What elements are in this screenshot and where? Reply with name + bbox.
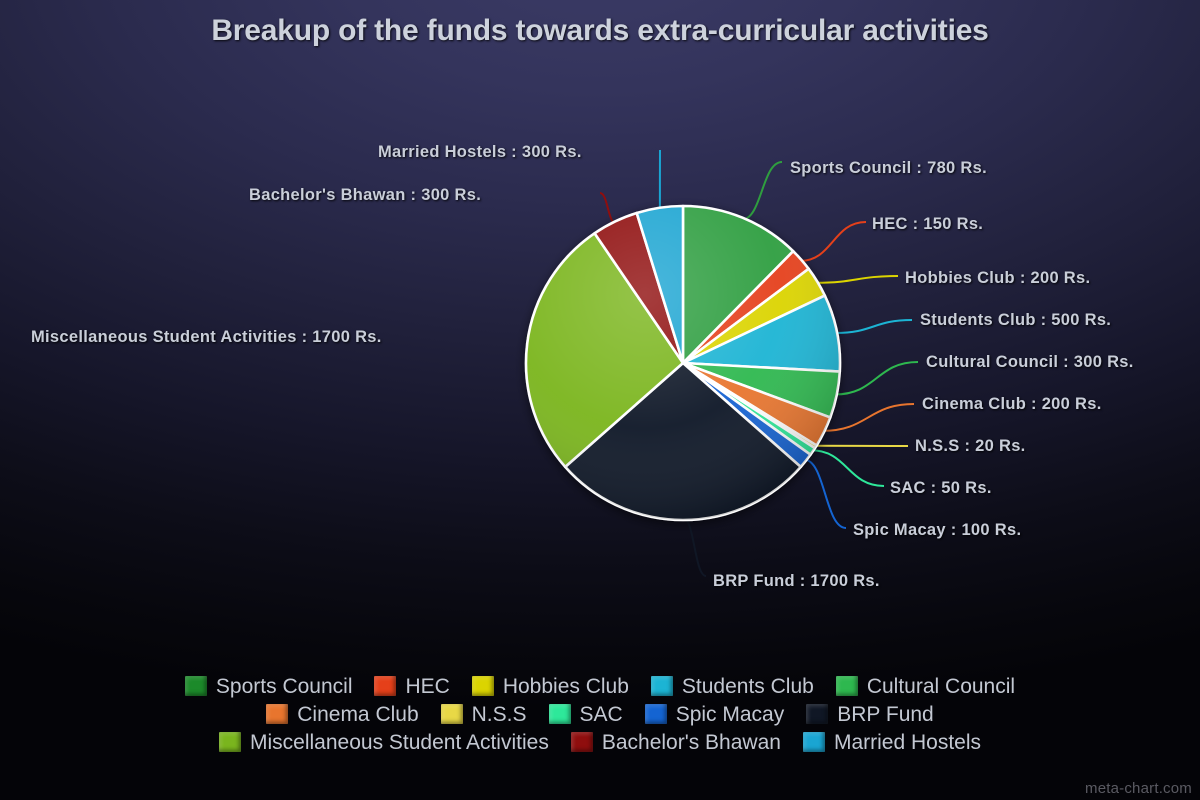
legend-swatch-icon	[802, 732, 825, 752]
callout-hec: HEC : 150 Rs.	[872, 215, 984, 233]
legend-item-label: Bachelor's Bhawan	[601, 730, 781, 754]
legend-item[interactable]: HEC	[374, 674, 450, 698]
legend-swatch-icon	[440, 704, 463, 724]
callout-sports-council: Sports Council : 780 Rs.	[790, 159, 987, 177]
legend-swatch-icon	[650, 676, 673, 696]
legend: Sports Council HEC Hobbies Club Students Cl…	[0, 672, 1200, 756]
legend-item[interactable]: Hobbies Club	[471, 674, 629, 698]
legend-item-label: N.S.S	[471, 702, 527, 726]
legend-item[interactable]: BRP Fund	[806, 704, 934, 725]
legend-item[interactable]: Students Club	[650, 674, 814, 698]
callout-cinema-club: Cinema Club : 200 Rs.	[922, 395, 1102, 413]
legend-item-label: Spic Macay	[675, 702, 785, 726]
leader-line	[811, 449, 885, 487]
legend-item[interactable]: Bachelor's Bhawan	[570, 730, 781, 754]
legend-item-label: Hobbies Club	[502, 674, 629, 698]
leader-line	[803, 458, 847, 529]
legend-item-label: Cinema Club	[297, 702, 419, 726]
page-title: Breakup of the funds towards extra-curri…	[211, 14, 989, 47]
leader-line	[835, 319, 913, 334]
legend-item-label: SAC	[579, 702, 623, 726]
legend-item-label: Sports Council	[215, 674, 353, 698]
leader-line	[741, 161, 783, 221]
legend-swatch-icon	[548, 704, 571, 724]
leader-line	[815, 275, 899, 284]
legend-row: Miscellaneous Student Activities Bachelor…	[0, 728, 1200, 756]
legend-swatch-icon	[570, 732, 593, 752]
legend-item-label: BRP Fund	[837, 702, 934, 726]
callout-hobbies-club: Hobbies Club : 200 Rs.	[905, 269, 1091, 287]
legend-item[interactable]: Cultural Council	[835, 674, 1016, 698]
legend-item-label: Married Hostels	[833, 730, 981, 754]
legend-item[interactable]: Sports Council	[184, 674, 353, 698]
callout-cultural-council: Cultural Council : 300 Rs.	[926, 353, 1134, 371]
leader-line	[834, 361, 919, 396]
leader-line	[822, 403, 915, 432]
callout-nss: N.S.S : 20 Rs.	[915, 437, 1026, 455]
pie-slices: Sports Council : 780 Rs.HEC : 150 Rs.Hob…	[524, 204, 842, 522]
legend-swatch-icon	[266, 704, 289, 724]
legend-item[interactable]: SAC	[548, 702, 623, 726]
leader-line	[682, 517, 707, 577]
legend-swatch-icon	[219, 732, 241, 752]
legend-item-label: Cultural Council	[866, 674, 1016, 698]
callout-students-club: Students Club : 500 Rs.	[920, 311, 1112, 329]
legend-row: Sports Council HEC Hobbies Club Students Cl…	[0, 672, 1200, 700]
callout-sac: SAC : 50 Rs.	[890, 479, 992, 497]
callout-brp-fund: BRP Fund : 1700 Rs.	[713, 572, 880, 590]
legend-item-label: Miscellaneous Student Activities	[250, 730, 549, 754]
legend-item-label: Students Club	[681, 674, 814, 698]
legend-swatch-icon	[806, 704, 829, 724]
watermark: meta-chart.com	[1085, 780, 1192, 797]
legend-swatch-icon	[644, 704, 667, 724]
legend-item[interactable]: Cinema Club	[266, 702, 419, 726]
legend-swatch-icon	[471, 676, 494, 696]
legend-row: Cinema Club N.S.S SAC Spic Macay BRP Fund	[0, 700, 1200, 728]
legend-item-label: HEC	[405, 674, 450, 698]
callout-bachelors-bhawan: Bachelor's Bhawan : 300 Rs.	[249, 186, 482, 204]
legend-item[interactable]: Spic Macay	[644, 702, 785, 726]
legend-swatch-icon	[184, 676, 207, 696]
legend-swatch-icon	[374, 676, 397, 696]
callout-married-hostels: Married Hostels : 300 Rs.	[378, 143, 582, 161]
leader-line	[799, 221, 867, 262]
legend-item[interactable]: Married Hostels	[802, 730, 981, 754]
legend-swatch-icon	[835, 676, 858, 696]
legend-item[interactable]: N.S.S	[440, 702, 527, 726]
leader-line	[599, 192, 617, 225]
callout-miscellaneous-student-activities: Miscellaneous Student Activities : 1700 …	[31, 328, 382, 346]
legend-item[interactable]: Miscellaneous Student Activities	[219, 732, 549, 753]
callout-spic-macay: Spic Macay : 100 Rs.	[853, 521, 1022, 539]
